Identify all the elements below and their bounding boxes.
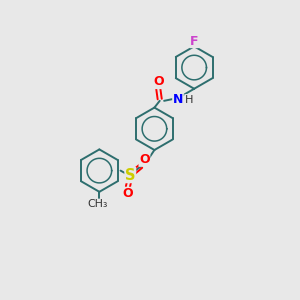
Text: S: S (125, 167, 136, 182)
Text: O: O (122, 188, 133, 200)
Text: O: O (139, 153, 150, 166)
Text: F: F (190, 34, 198, 48)
Text: CH₃: CH₃ (88, 200, 108, 209)
Text: N: N (173, 93, 183, 106)
Text: O: O (153, 76, 164, 88)
Text: H: H (185, 94, 194, 105)
